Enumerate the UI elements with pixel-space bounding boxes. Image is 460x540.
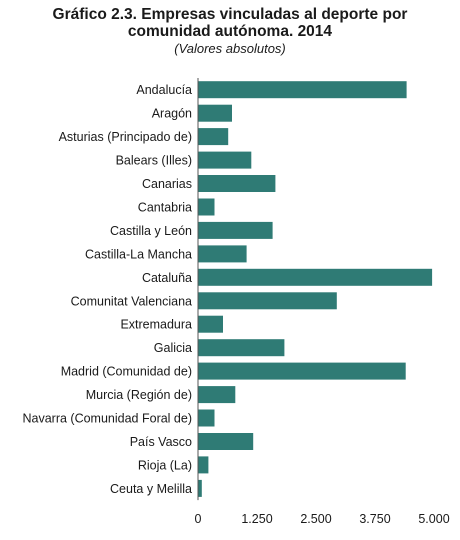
category-label: Ceuta y Melilla <box>110 482 192 496</box>
bar-8 <box>198 268 433 286</box>
chart-title-line-1: Gráfico 2.3. Empresas vinculadas al depo… <box>52 6 408 23</box>
bar-0 <box>198 81 407 99</box>
x-tick-label: 2.500 <box>300 512 331 526</box>
bar-6 <box>198 221 273 239</box>
chart-title: Gráfico 2.3. Empresas vinculadas al depo… <box>0 6 460 40</box>
x-tick-label: 5.000 <box>418 512 449 526</box>
bar-9 <box>198 292 337 310</box>
category-label: Canarias <box>142 177 192 191</box>
category-label: Navarra (Comunidad Foral de) <box>22 412 192 426</box>
category-label: Cataluña <box>142 271 192 285</box>
bars-group <box>198 81 433 497</box>
bar-17 <box>198 479 202 497</box>
bar-11 <box>198 339 285 357</box>
category-label: Madrid (Comunidad de) <box>61 365 192 379</box>
bar-15 <box>198 433 254 450</box>
category-label: Comunitat Valenciana <box>71 294 192 308</box>
category-labels-group: Andalucía Aragón Asturias (Principado de) B… <box>22 83 192 496</box>
category-label: Rioja (La) <box>138 458 192 472</box>
category-label: Balears (Illes) <box>116 154 192 168</box>
bar-4 <box>198 175 276 192</box>
bar-7 <box>198 245 247 263</box>
bar-16 <box>198 456 209 474</box>
bar-10 <box>198 315 223 333</box>
category-label: Cantabria <box>138 201 192 215</box>
bar-14 <box>198 409 215 427</box>
category-label: Murcia (Región de) <box>86 388 192 402</box>
category-label: Andalucía <box>136 83 192 97</box>
bar-12 <box>198 362 406 380</box>
bar-13 <box>198 386 236 404</box>
x-tick-label: 0 <box>195 512 202 526</box>
category-label: Asturias (Principado de) <box>59 130 192 144</box>
x-tick-labels-group: 0 1.250 2.500 3.750 5.000 <box>195 512 450 526</box>
bar-1 <box>198 104 232 122</box>
bar-2 <box>198 128 229 146</box>
bar-5 <box>198 198 215 216</box>
x-tick-label: 1.250 <box>241 512 272 526</box>
chart-subtitle: (Valores absolutos) <box>174 41 286 56</box>
category-label: País Vasco <box>130 435 192 449</box>
chart-title-line-2: comunidad autónoma. 2014 <box>127 23 333 40</box>
x-tick-label: 3.750 <box>359 512 390 526</box>
category-label: Castilla-La Mancha <box>85 247 192 261</box>
bar-3 <box>198 151 252 169</box>
category-label: Castilla y León <box>110 224 192 238</box>
category-label: Aragón <box>152 107 192 121</box>
category-label: Galicia <box>154 341 192 355</box>
category-label: Extremadura <box>120 318 192 332</box>
